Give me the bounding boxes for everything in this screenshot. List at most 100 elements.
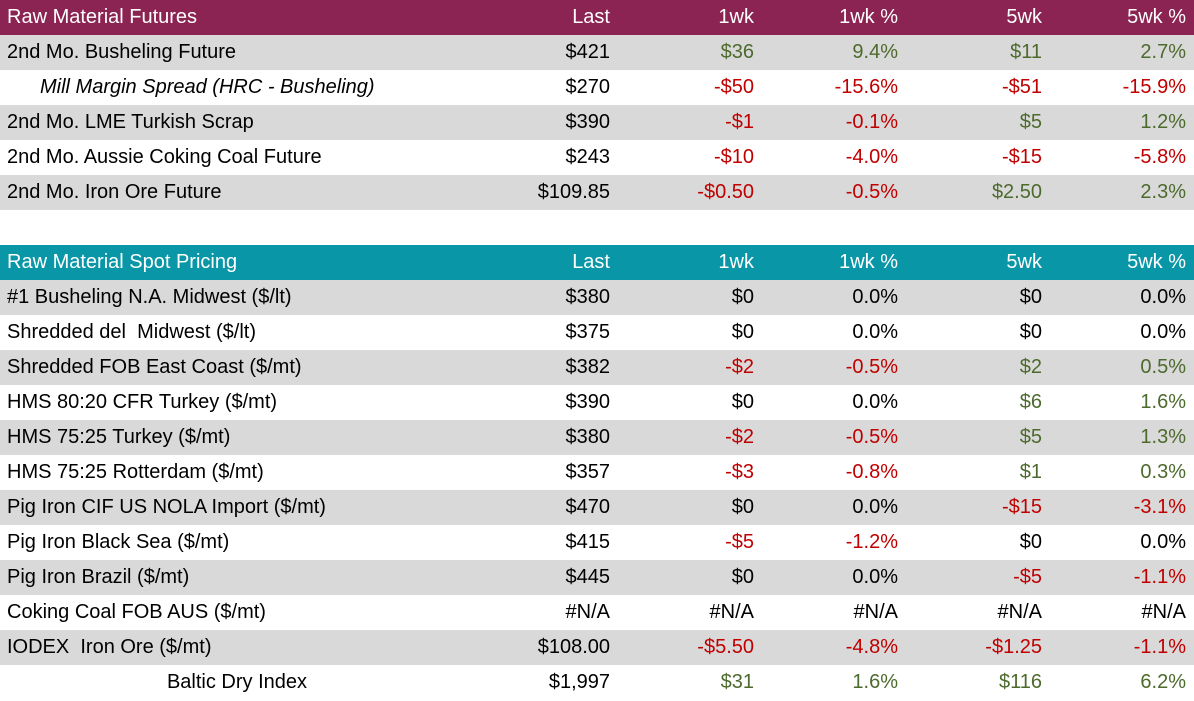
cell-5wk-pct: #N/A [1141,601,1186,623]
cell-last: $382 [565,356,611,378]
cell-5wk-pct: -3.1% [1133,496,1186,518]
cell-5wk: $11 [1010,41,1042,63]
table-row: 2nd Mo. Iron Ore Future $109.85 -$0.50 -0.5… [0,175,1194,210]
cell-1wk-pct: 0.0% [852,566,898,588]
cell-5wk: -$15 [1001,146,1042,168]
futures-table-title: Raw Material Futures [7,6,198,28]
table-row: HMS 80:20 CFR Turkey ($/mt) $390 $0 0.0% $6 1… [0,385,1194,420]
cell-last: $357 [565,461,611,483]
cell-1wk-pct: -4.0% [845,146,898,168]
cell-5wk: $5 [1019,426,1042,448]
cell-1wk-pct: -0.5% [845,181,898,203]
cell-last: $380 [565,426,611,448]
cell-1wk: -$3 [725,461,754,483]
futures-header-row: Raw Material Futures Last 1wk 1wk % 5wk … [0,0,1194,35]
row-label: Pig Iron Black Sea ($/mt) [7,531,230,553]
cell-1wk-pct: -1.2% [845,531,898,553]
row-label: 2nd Mo. Busheling Future [7,41,237,63]
cell-1wk-pct: -0.8% [845,461,898,483]
cell-5wk-pct: 1.6% [1140,391,1186,413]
row-label: HMS 80:20 CFR Turkey ($/mt) [7,391,278,413]
cell-5wk-pct: 0.3% [1140,461,1186,483]
cell-5wk: $1 [1019,461,1042,483]
cell-5wk-pct: 0.0% [1140,321,1186,343]
row-label: 2nd Mo. Aussie Coking Coal Future [7,146,322,168]
cell-1wk: -$5.50 [697,636,754,658]
cell-1wk-pct: -0.1% [845,111,898,133]
column-header-1wk-pct: 1wk % [839,6,898,28]
cell-5wk: $116 [998,671,1042,693]
cell-1wk-pct: -4.8% [845,636,898,658]
cell-1wk: -$2 [725,356,754,378]
cell-last: $109.85 [537,181,610,203]
cell-5wk: $0 [1019,321,1042,343]
table-row: HMS 75:25 Rotterdam ($/mt) $357 -$3 -0.8% $1… [0,455,1194,490]
cell-5wk-pct: 0.5% [1140,356,1186,378]
column-header-1wk-pct: 1wk % [839,251,898,273]
cell-1wk-pct: -15.6% [834,76,898,98]
row-label: IODEX Iron Ore ($/mt) [7,636,212,658]
row-label: 2nd Mo. LME Turkish Scrap [7,111,254,133]
table-spacer [0,210,1194,245]
column-header-5wk: 5wk [1006,251,1042,273]
cell-1wk-pct: 9.4% [852,41,898,63]
cell-5wk-pct: 0.0% [1140,286,1186,308]
cell-5wk-pct: 1.2% [1140,111,1186,133]
cell-5wk-pct: 1.3% [1140,426,1186,448]
cell-last: $390 [565,391,611,413]
cell-5wk: -$1.25 [985,636,1042,658]
row-label: HMS 75:25 Turkey ($/mt) [7,426,231,448]
row-label: Pig Iron Brazil ($/mt) [7,566,190,588]
table-row: Pig Iron Brazil ($/mt) $445 $0 0.0% -$5 -1.1% [0,560,1194,595]
table-row: Pig Iron CIF US NOLA Import ($/mt) $470 $0… [0,490,1194,525]
row-label: Shredded del Midwest ($/lt) [7,321,257,343]
row-label: 2nd Mo. Iron Ore Future [7,181,222,203]
cell-5wk: -$15 [1001,496,1042,518]
cell-5wk: $2.50 [991,181,1042,203]
cell-5wk: -$51 [1001,76,1042,98]
cell-1wk-pct: 0.0% [852,496,898,518]
cell-5wk: $0 [1019,286,1042,308]
spot-table-body: #1 Busheling N.A. Midwest ($/lt) $380 $0 0.… [0,280,1194,700]
raw-material-spot-pricing-table: Raw Material Spot Pricing Last 1wk 1wk %… [0,245,1194,700]
column-header-5wk-pct: 5wk % [1127,6,1186,28]
cell-1wk-pct: -0.5% [845,426,898,448]
table-row: 2nd Mo. Aussie Coking Coal Future $243 -$1… [0,140,1194,175]
cell-1wk: $36 [720,41,754,63]
column-header-last: Last [572,251,610,273]
table-row: Coking Coal FOB AUS ($/mt) #N/A #N/A #N/A #N… [0,595,1194,630]
cell-5wk-pct: 0.0% [1140,531,1186,553]
cell-1wk: #N/A [709,601,754,623]
spot-header-row: Raw Material Spot Pricing Last 1wk 1wk %… [0,245,1194,280]
row-label: Shredded FOB East Coast ($/mt) [7,356,302,378]
row-label: #1 Busheling N.A. Midwest ($/lt) [7,286,292,308]
cell-5wk-pct: -15.9% [1122,76,1186,98]
spot-table-title: Raw Material Spot Pricing [7,251,238,273]
table-row: HMS 75:25 Turkey ($/mt) $380 -$2 -0.5% $5 1.3… [0,420,1194,455]
cell-last: $375 [565,321,611,343]
cell-1wk: -$1 [725,111,754,133]
cell-last: $390 [565,111,611,133]
cell-last: #N/A [565,601,610,623]
cell-5wk: $0 [1019,531,1042,553]
table-row: Pig Iron Black Sea ($/mt) $415 -$5 -1.2% $0 0… [0,525,1194,560]
cell-1wk: -$0.50 [697,181,754,203]
cell-1wk: $0 [731,321,754,343]
cell-1wk: $0 [731,496,754,518]
cell-5wk: -$5 [1013,566,1042,588]
table-row: 2nd Mo. Busheling Future $421 $36 9.4% $11 2.… [0,35,1194,70]
cell-5wk: $6 [1019,391,1042,413]
cell-1wk: $0 [731,391,754,413]
cell-5wk-pct: 2.7% [1140,41,1186,63]
cell-1wk-pct: 0.0% [852,286,898,308]
cell-last: $108.00 [537,636,610,658]
column-header-1wk: 1wk [718,6,754,28]
cell-1wk: -$10 [713,146,754,168]
cell-1wk-pct: 1.6% [852,671,898,693]
cell-last: $421 [565,41,611,63]
cell-1wk: $0 [731,566,754,588]
cell-last: $1,997 [548,671,610,693]
cell-1wk-pct: -0.5% [845,356,898,378]
cell-5wk: $2 [1019,356,1042,378]
cell-last: $243 [565,146,611,168]
